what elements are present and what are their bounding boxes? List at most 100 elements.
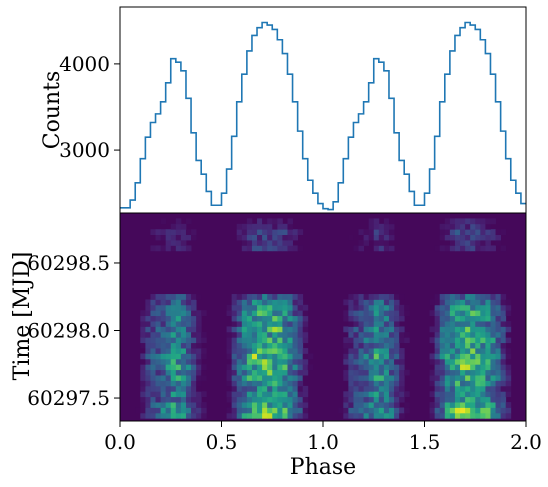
heatmap-cell — [160, 380, 167, 387]
heatmap-cell — [444, 358, 451, 365]
heatmap-cell — [490, 353, 496, 360]
heatmap-cell — [140, 315, 146, 322]
heatmap-cell — [475, 407, 481, 414]
heatmap-cell — [246, 385, 253, 392]
heatmap-cell — [180, 353, 187, 360]
heatmap-cell — [292, 315, 299, 322]
heatmap-cell — [353, 326, 359, 333]
heatmap-cell — [348, 375, 354, 381]
heatmap-cell — [292, 358, 299, 365]
heatmap-cell — [241, 310, 248, 317]
heatmap-cell — [196, 369, 202, 376]
heatmap-cell — [170, 402, 177, 408]
heatmap-cell — [485, 385, 491, 392]
heatmap-cell — [378, 364, 385, 371]
heatmap-cell — [439, 412, 446, 419]
heatmap-cell — [429, 310, 436, 317]
heatmap-cell — [444, 353, 451, 360]
light-curve-plot — [120, 21, 526, 211]
heatmap-cell — [155, 294, 162, 300]
heatmap-cell — [277, 315, 283, 322]
heatmap-cell — [262, 326, 268, 333]
heatmap-cell — [480, 358, 486, 365]
heatmap-cell — [170, 321, 177, 327]
heatmap-cell — [150, 412, 156, 419]
heatmap-cell — [495, 321, 502, 327]
heatmap-cell — [383, 331, 390, 338]
heatmap-cell — [394, 364, 400, 371]
heatmap-cell — [475, 310, 481, 317]
heatmap-cell — [267, 402, 273, 408]
heatmap-cell — [475, 321, 481, 327]
heatmap-cell — [439, 364, 446, 371]
heatmap-cell — [368, 342, 375, 349]
heatmap-cell — [170, 240, 177, 246]
heatmap-cell — [495, 407, 502, 414]
heatmap-cell — [175, 315, 182, 322]
heatmap-cell — [241, 402, 248, 408]
heatmap-cell — [262, 396, 268, 403]
heatmap-cell — [368, 375, 375, 381]
heatmap-cell — [175, 223, 182, 230]
heatmap-cell — [358, 326, 364, 333]
heatmap-cell — [150, 396, 156, 403]
heatmap-cell — [170, 245, 177, 252]
heatmap-cell — [277, 234, 283, 241]
heatmap-cell — [160, 218, 167, 225]
heatmap-cell — [236, 412, 243, 419]
heatmap-cell — [226, 412, 233, 419]
heatmap-cell — [246, 412, 253, 419]
heatmap-cell — [480, 342, 486, 349]
heatmap-cell — [470, 407, 476, 414]
heatmap-cell — [165, 375, 172, 381]
heatmap-cell — [460, 391, 466, 398]
heatmap-cell — [378, 396, 385, 403]
heatmap-cell — [262, 380, 268, 387]
heatmap-cell — [175, 412, 182, 419]
heatmap-cell — [454, 375, 461, 381]
heatmap-cell — [454, 412, 461, 419]
heatmap-cell — [302, 321, 309, 327]
heatmap-cell — [383, 326, 390, 333]
heatmap-cell — [475, 391, 481, 398]
heatmap-cell — [358, 380, 364, 387]
heatmap-cell — [231, 385, 238, 392]
heatmap-cell — [434, 304, 441, 311]
heatmap-cell — [485, 369, 491, 376]
heatmap-cell — [277, 369, 283, 376]
heatmap-cell — [465, 223, 471, 230]
heatmap-cell — [394, 348, 400, 354]
heatmap-cell — [302, 369, 309, 376]
heatmap-cell — [378, 326, 385, 333]
heatmap-cell — [191, 229, 197, 236]
heatmap-cell — [500, 229, 507, 236]
heatmap-cell — [404, 369, 410, 376]
heatmap-cell — [444, 375, 451, 381]
heatmap-cell — [170, 348, 177, 354]
heatmap-cell — [358, 375, 364, 381]
heatmap-cell — [140, 391, 146, 398]
heatmap-cell — [454, 364, 461, 371]
heatmap-cell — [155, 348, 162, 354]
heatmap-cell — [241, 223, 248, 230]
heatmap-cell — [246, 369, 253, 376]
heatmap-cell — [180, 304, 187, 311]
heatmap-cell — [444, 337, 451, 344]
heatmap-cell — [394, 385, 400, 392]
heatmap-cell — [241, 245, 248, 252]
heatmap-cell — [236, 299, 243, 306]
heatmap-cell — [348, 412, 354, 419]
heatmap-cell — [231, 407, 238, 414]
heatmap-cell — [180, 337, 187, 344]
heatmap-cell — [348, 315, 354, 322]
heatmap-cell — [490, 380, 496, 387]
heatmap-cell — [160, 348, 167, 354]
heatmap-cell — [150, 391, 156, 398]
heatmap-cell — [140, 342, 146, 349]
heatmap-cell — [185, 402, 192, 408]
heatmap-cell — [454, 294, 461, 300]
heatmap-cell — [495, 380, 502, 387]
heatmap-cell — [505, 337, 512, 344]
heatmap-cell — [495, 234, 502, 241]
